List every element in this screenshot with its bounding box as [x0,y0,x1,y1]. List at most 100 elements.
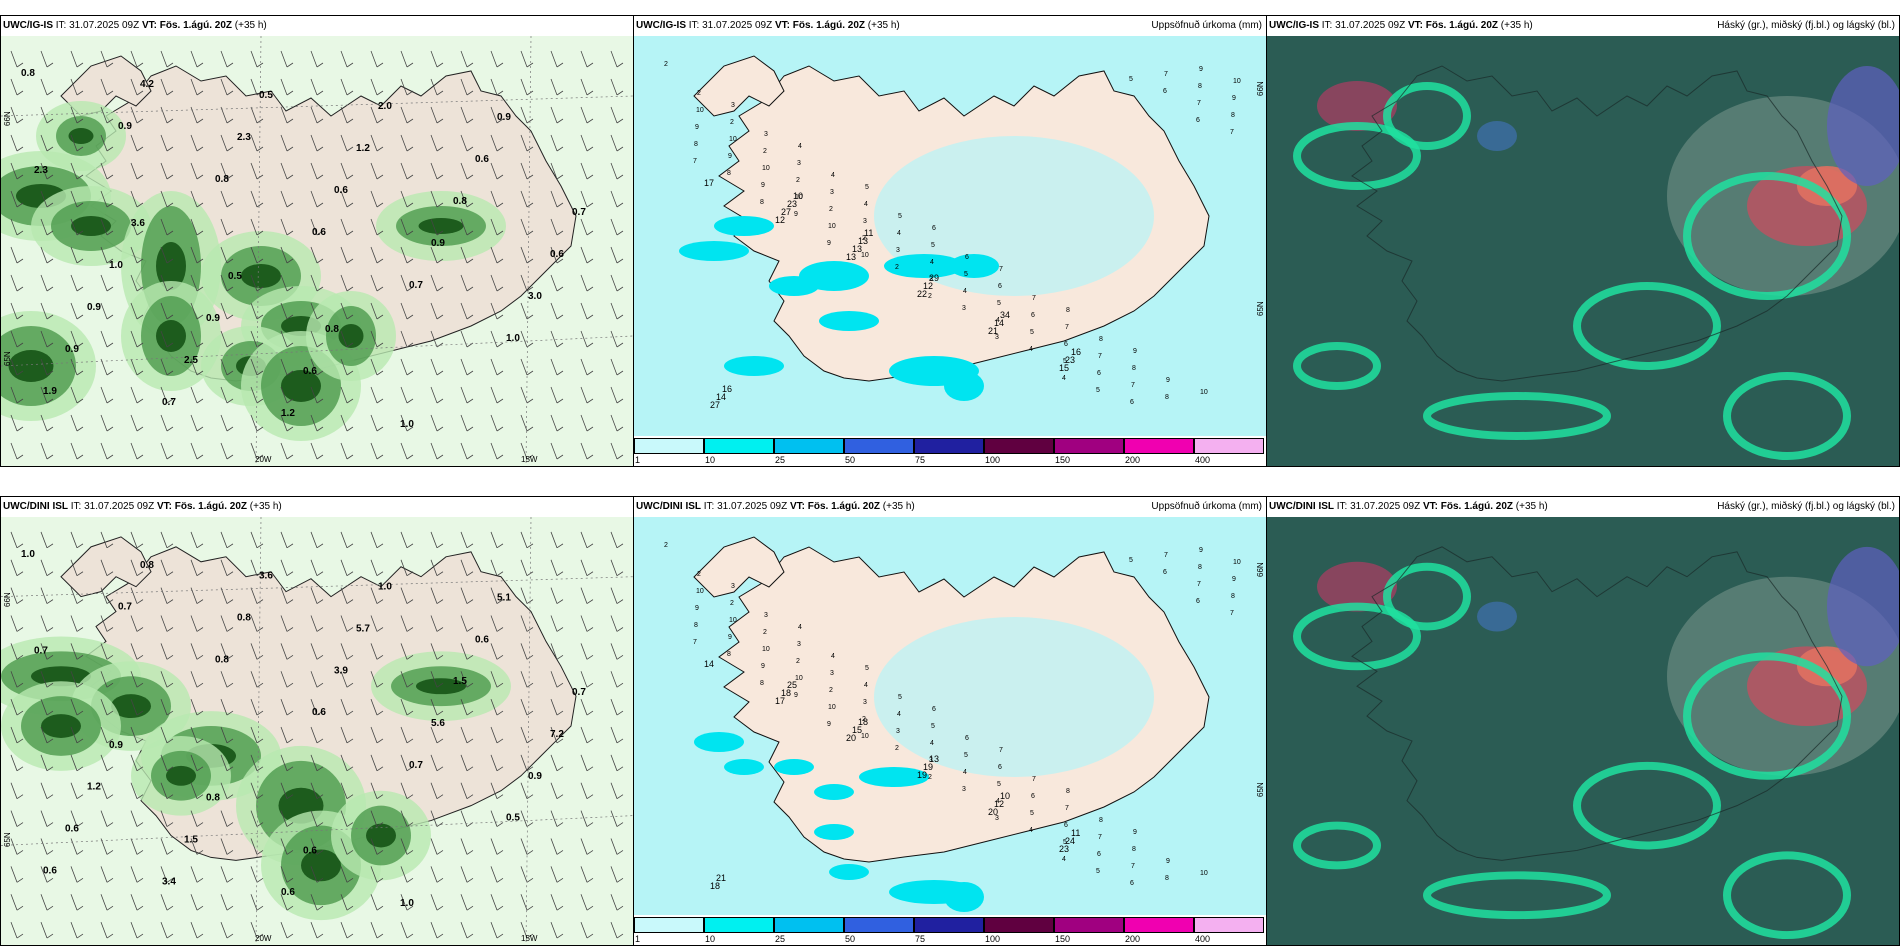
wind-barb [280,810,294,827]
wind-barb [520,302,534,320]
precip-value-label: 17 [775,696,785,706]
wind-barb [280,726,294,744]
init-time: 31.07.2025 09Z [1335,20,1406,31]
wind-barb [520,894,534,911]
rain-value-label: 0.7 [409,760,423,771]
wind-barb [520,559,534,577]
wind-barb [10,190,24,208]
wind-barb [70,302,84,320]
precip-small-value: 5 [898,213,902,220]
wind-barb [40,838,54,855]
grid-line [255,517,262,945]
wind-barb [190,559,204,577]
wind-barb [190,414,204,432]
wind-barb [610,274,624,292]
grid-line [1,335,633,367]
grid-line [525,36,532,466]
precip-small-value: 6 [1031,312,1035,319]
precip-small-value: 4 [930,259,934,266]
panel-field-title: Háský (gr.), miðský (fj.bl.) og lágský (… [1717,501,1895,512]
wind-barb [70,643,84,660]
precip-small-value: 8 [760,680,764,687]
wind-barb [400,386,414,404]
wind-barb [160,810,174,827]
precip-value-label: 13 [846,252,856,262]
wind-barb [340,50,354,68]
wind-barb [520,671,534,688]
wind-barb [490,587,504,604]
wind-barb [400,782,414,800]
wind-barb [400,587,414,604]
legend-tick-label: 200 [1125,934,1141,944]
lead-time: (+35 h) [1500,20,1533,31]
wind-barb [100,866,114,883]
legend-tick-label: 75 [915,455,926,465]
model-name: UWC/IG-IS [636,20,686,31]
wind-barb [130,274,144,292]
wind-barb [430,190,444,208]
wind-barb [190,531,204,549]
wind-barb [40,894,54,911]
wind-barb [580,559,594,577]
wind-barb [370,531,384,549]
wind-barb [190,330,204,348]
precip-small-value: 8 [1066,788,1070,795]
lat-label-65: 65N [1256,782,1265,797]
rain-wind-map: 0.8 0.9 0.8 0.6 0.7 1.0 1.9 4.2 2.3 0.6 0.9 3.0 0.9 0… [1,36,633,466]
wind-barb [40,106,54,124]
rain-area-heavy [68,128,94,144]
wind-barb [220,442,234,460]
precip-small-value: 9 [761,182,765,189]
precip-small-value: 7 [1032,295,1036,302]
rain-area-heavy [418,218,464,234]
precip-small-value: 8 [727,651,731,658]
wind-barb [280,218,294,236]
precip-value-label: 18 [858,717,868,727]
wind-barb [190,274,204,292]
wind-barb [400,643,414,660]
wind-barb [190,838,204,855]
wind-barb [310,78,324,96]
rain-value-label: 0.5 [506,813,520,824]
wind-barb [370,78,384,96]
wind-barb [70,559,84,577]
wind-barb [550,782,564,800]
wind-barb [10,442,24,460]
wind-barb [580,218,594,236]
wind-barb [430,782,444,800]
rain-value-label: 2.5 [184,355,198,366]
wind-barb [100,838,114,855]
wind-barb [610,671,624,688]
cloud-panel: UWC/IG-IS IT: 31.07.2025 09Z VT: Fös. 1.… [1266,15,1900,467]
wind-barb [220,754,234,772]
precip-value-label: 19 [917,770,927,780]
precip-small-value: 8 [1066,307,1070,314]
wind-barb [280,134,294,152]
low-cloud-area [1293,342,1381,390]
precip-small-value: 6 [1196,117,1200,124]
precip-map: 2 3 4 5 6 7 8 9 10 2 3 4 5 6 7 8 9 10 2 3 4 5 6 7 8 9 10 2 3 4 5 6 7 8 9 10… [634,517,1266,917]
legend-tick-label: 150 [1055,934,1071,944]
wind-barb [40,190,54,208]
wind-barb [580,838,594,855]
legend-tick-label: 10 [705,455,716,465]
precip-small-value: 10 [861,733,869,740]
wind-barb [40,559,54,577]
wind-barb [100,190,114,208]
wind-barb [10,754,24,772]
wind-barb [400,838,414,855]
wind-barb [250,838,264,855]
rain-value-label: 0.9 [118,121,132,132]
wind-barb [550,838,564,855]
wind-barb [190,78,204,96]
it-label: IT: [1336,501,1348,512]
wind-barb [370,106,384,124]
wind-barb [610,358,624,376]
low-cloud-blue [1827,66,1899,186]
precip-small-value: 5 [1129,76,1133,83]
wind-barb [130,442,144,460]
wind-barb [100,386,114,404]
precip-small-value: 4 [798,143,802,150]
wind-barb [100,218,114,236]
precip-small-value: 10 [762,165,770,172]
